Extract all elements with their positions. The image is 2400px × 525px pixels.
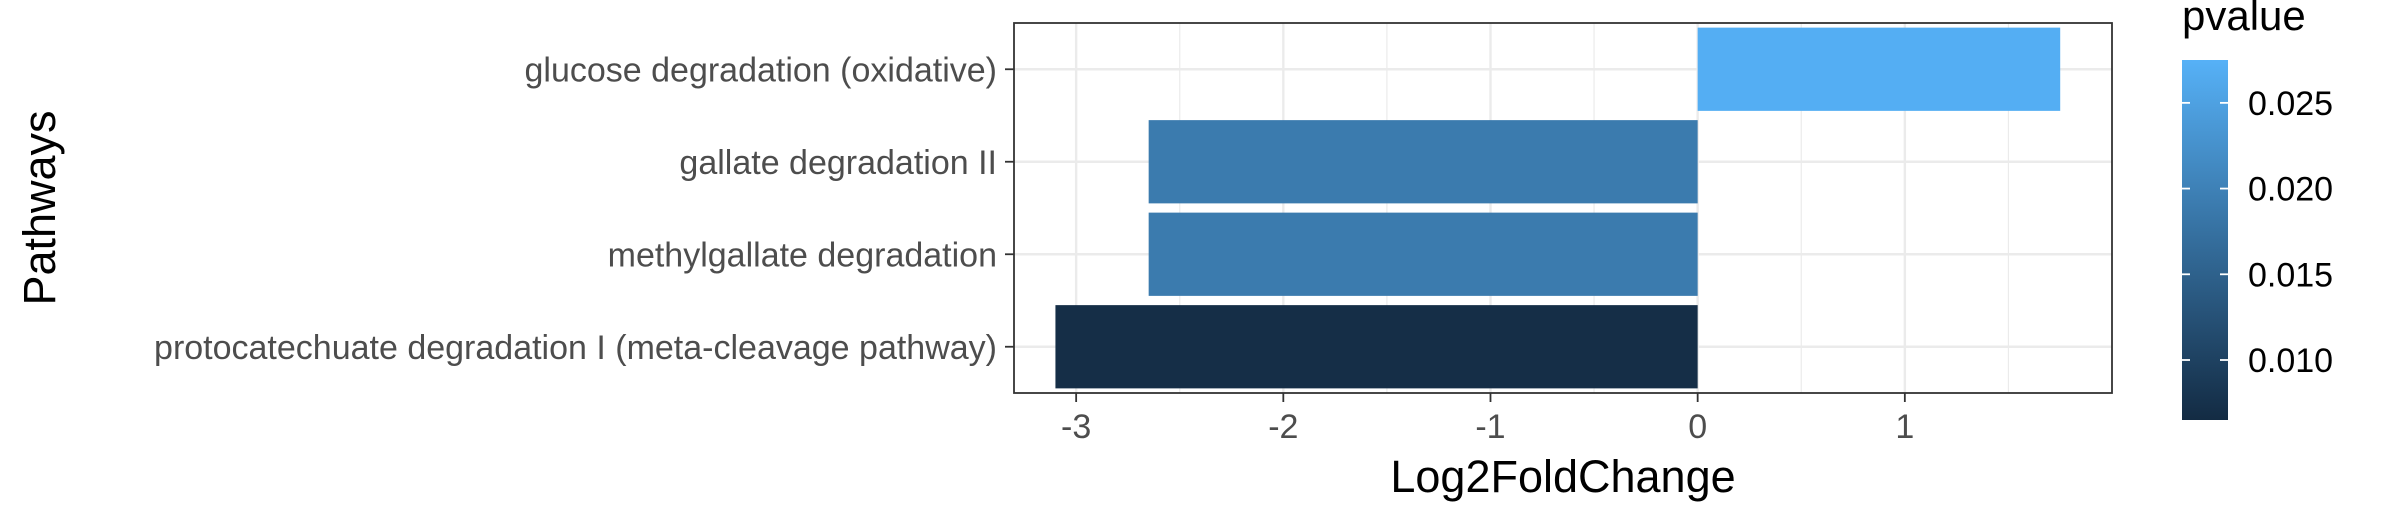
x-tick-label: -3 (1061, 408, 1091, 446)
x-tick-label: 1 (1895, 408, 1914, 446)
y-axis-ticks: glucose degradation (oxidative) gallate d… (154, 51, 1014, 367)
legend-tick-label: 0.010 (2248, 342, 2333, 380)
bar (1055, 305, 1698, 389)
bar (1148, 212, 1698, 296)
x-axis-ticks: -3 -2 -1 0 1 (1061, 393, 1914, 446)
y-tick-label: gallate degradation II (679, 144, 997, 182)
bar (1148, 120, 1698, 204)
legend: pvalue 0.025 0.020 0.015 0.010 (2182, 0, 2333, 420)
legend-colorbar (2182, 60, 2228, 420)
y-tick-label: methylgallate degradation (608, 236, 997, 274)
x-axis-title: Log2FoldChange (1390, 451, 1735, 502)
panel-border (1013, 22, 2113, 394)
legend-ticks: 0.025 0.020 0.015 0.010 (2182, 85, 2333, 380)
y-axis-title: Pathways (14, 110, 65, 305)
legend-tick-label: 0.025 (2248, 85, 2333, 123)
legend-tick-label: 0.015 (2248, 256, 2333, 294)
x-tick-label: 0 (1688, 408, 1707, 446)
bar (1697, 27, 2061, 111)
x-tick-label: -1 (1475, 408, 1505, 446)
y-tick-label: glucose degradation (oxidative) (524, 51, 997, 89)
legend-tick-label: 0.020 (2248, 171, 2333, 209)
legend-title: pvalue (2182, 0, 2306, 39)
y-tick-label: protocatechuate degradation I (meta-clea… (154, 329, 997, 367)
bars (1055, 27, 2061, 389)
x-tick-label: -2 (1268, 408, 1298, 446)
